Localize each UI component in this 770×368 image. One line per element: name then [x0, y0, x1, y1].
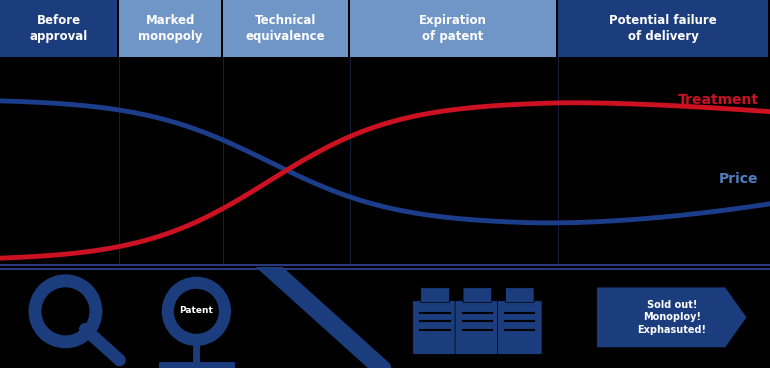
Text: Before
approval: Before approval [29, 14, 88, 43]
Text: Expiration
of patent: Expiration of patent [419, 14, 487, 43]
Text: Treatment: Treatment [678, 93, 758, 107]
FancyBboxPatch shape [413, 301, 457, 354]
Text: Sold out!
Monoploy!
Exphasuted!: Sold out! Monoploy! Exphasuted! [638, 300, 706, 335]
FancyBboxPatch shape [497, 301, 542, 354]
Ellipse shape [28, 275, 102, 348]
Bar [119, 0, 221, 57]
FancyArrow shape [597, 287, 747, 348]
Bar [350, 0, 556, 57]
Text: Patent: Patent [179, 306, 213, 315]
Bar [558, 0, 768, 57]
Text: Marked
monopoly: Marked monopoly [138, 14, 203, 43]
Text: Potential failure
of delivery: Potential failure of delivery [609, 14, 717, 43]
FancyBboxPatch shape [420, 288, 450, 302]
Text: Price: Price [719, 171, 758, 185]
Bar [223, 0, 348, 57]
Bar [0, 0, 117, 57]
Ellipse shape [42, 287, 89, 335]
FancyBboxPatch shape [505, 288, 534, 302]
FancyBboxPatch shape [455, 301, 500, 354]
Ellipse shape [162, 277, 231, 346]
FancyBboxPatch shape [463, 288, 492, 302]
Ellipse shape [174, 289, 219, 334]
Text: Technical
equivalence: Technical equivalence [246, 14, 326, 43]
